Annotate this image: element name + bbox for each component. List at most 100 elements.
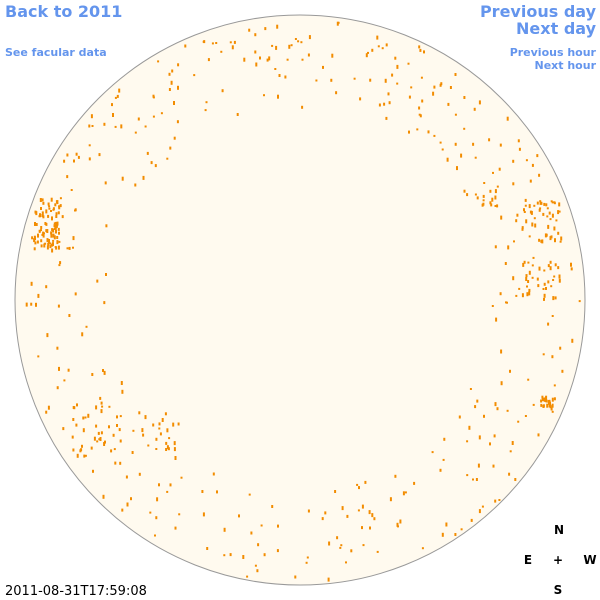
- solar-disk: [14, 14, 586, 586]
- facula: [33, 247, 36, 251]
- facula: [41, 233, 44, 236]
- facula: [553, 226, 556, 231]
- facula: [483, 182, 486, 184]
- facula: [550, 285, 553, 288]
- facula: [125, 475, 128, 479]
- facula: [121, 389, 124, 394]
- facula: [88, 124, 91, 128]
- facula: [377, 45, 380, 48]
- facula: [524, 415, 527, 417]
- back-link[interactable]: Back to 2011: [5, 2, 122, 21]
- previous-day-link[interactable]: Previous day: [480, 2, 597, 21]
- facula: [119, 461, 122, 465]
- facula: [93, 436, 96, 441]
- facula: [70, 189, 73, 191]
- facula: [100, 409, 103, 414]
- facula: [155, 516, 158, 520]
- facula: [58, 205, 61, 208]
- facula: [119, 415, 122, 418]
- facula: [362, 544, 365, 547]
- facula: [542, 212, 545, 216]
- facula: [385, 116, 388, 120]
- facula: [76, 453, 79, 458]
- facula: [155, 448, 158, 450]
- facula: [57, 227, 60, 231]
- facula: [173, 101, 175, 105]
- facula: [533, 204, 536, 207]
- facula: [339, 546, 342, 549]
- facula: [173, 447, 176, 452]
- facula: [56, 221, 59, 226]
- next-day-link[interactable]: Next day: [516, 19, 597, 38]
- facula: [90, 114, 93, 119]
- facula: [371, 513, 374, 518]
- facula: [449, 86, 452, 89]
- facula: [266, 58, 269, 62]
- facula: [517, 420, 520, 423]
- facula: [544, 398, 547, 402]
- facula: [290, 44, 293, 47]
- facula: [308, 35, 311, 40]
- facula: [55, 246, 58, 250]
- facula: [137, 117, 140, 121]
- facula: [166, 428, 169, 433]
- facula: [233, 40, 236, 44]
- facula: [547, 322, 550, 326]
- facula: [164, 412, 167, 416]
- facula: [54, 203, 57, 207]
- facula: [439, 141, 442, 144]
- facula: [322, 65, 324, 69]
- facula: [578, 300, 581, 303]
- facula: [494, 402, 497, 407]
- facula: [408, 130, 410, 134]
- facula: [204, 109, 207, 112]
- facula: [38, 229, 41, 233]
- facula: [97, 431, 100, 435]
- facula: [359, 97, 362, 101]
- facula: [476, 196, 479, 200]
- facula: [410, 86, 413, 89]
- facula: [552, 279, 555, 281]
- facula: [66, 175, 69, 179]
- facula: [538, 208, 541, 212]
- previous-hour-link[interactable]: Previous hour: [510, 46, 597, 59]
- facula: [174, 526, 177, 530]
- facula: [446, 157, 449, 162]
- facula: [246, 575, 249, 578]
- facula: [180, 476, 183, 479]
- facula: [35, 302, 37, 307]
- timestamp: 2011-08-31T17:59:08: [5, 584, 147, 599]
- facula: [57, 304, 60, 308]
- facula: [441, 532, 444, 537]
- facula: [525, 219, 528, 224]
- facula: [307, 509, 310, 513]
- facula: [543, 297, 545, 301]
- next-hour-link[interactable]: Next hour: [535, 59, 597, 72]
- facula: [301, 58, 304, 61]
- facula: [211, 42, 214, 45]
- facula: [257, 543, 260, 547]
- facula: [536, 277, 539, 281]
- facula: [525, 274, 528, 278]
- facula: [288, 44, 291, 49]
- facula: [494, 245, 497, 249]
- facula: [537, 284, 540, 288]
- compass-center: +: [553, 553, 563, 567]
- facula: [528, 204, 531, 209]
- facula: [527, 378, 530, 381]
- facula: [523, 208, 525, 212]
- facula: [542, 353, 545, 356]
- facula: [544, 396, 547, 399]
- facula: [73, 159, 75, 163]
- facula: [52, 208, 55, 211]
- facula: [546, 403, 549, 408]
- facula: [34, 241, 37, 245]
- facula: [353, 77, 356, 80]
- facula: [369, 526, 371, 530]
- facula: [85, 325, 88, 328]
- facula: [52, 233, 55, 238]
- facula: [215, 42, 218, 44]
- facula: [50, 233, 53, 238]
- facular-data-link[interactable]: See facular data: [5, 46, 107, 59]
- facula: [346, 514, 349, 518]
